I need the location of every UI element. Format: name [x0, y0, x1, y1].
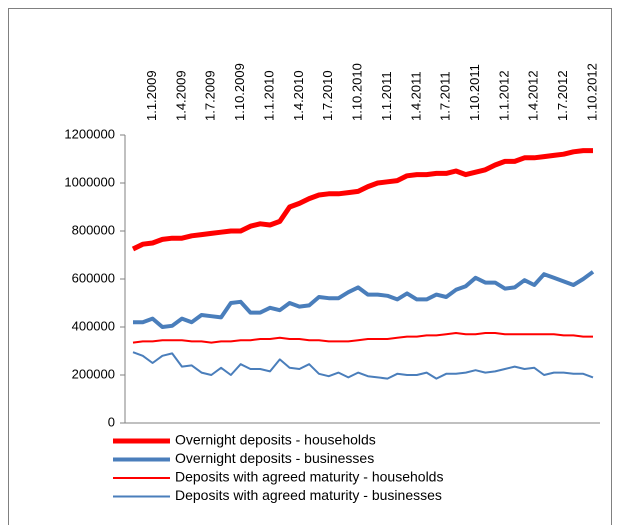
y-tick-label: 0 — [108, 414, 115, 429]
x-tick-label: 1.1.2010 — [261, 70, 276, 121]
y-tick-label: 800000 — [72, 222, 115, 237]
y-tick-label: 400000 — [72, 318, 115, 333]
x-tick-label: 1.7.2011 — [438, 71, 453, 121]
x-tick-label: 1.4.2009 — [173, 70, 188, 121]
x-tick-label: 1.10.2011 — [467, 64, 482, 121]
y-tick-label: 600000 — [72, 270, 115, 285]
series-line — [131, 148, 593, 252]
x-tick-label: 1.10.2009 — [232, 63, 247, 121]
x-tick-label: 1.10.2010 — [350, 63, 365, 121]
legend-label: Deposits with agreed maturity - business… — [175, 487, 442, 503]
series-line — [132, 332, 593, 344]
x-tick-label: 1.1.2011 — [379, 71, 394, 121]
x-tick-label: 1.4.2011 — [408, 71, 423, 121]
x-tick-label: 1.10.2012 — [584, 63, 599, 121]
legend-label: Overnight deposits - households — [175, 432, 376, 448]
series-line — [133, 270, 595, 329]
series-line — [132, 351, 594, 380]
legend-label: Deposits with agreed maturity - househol… — [175, 469, 443, 485]
x-tick-label: 1.7.2012 — [555, 70, 570, 121]
x-tick-label: 1.1.2009 — [144, 70, 159, 121]
chart-frame — [8, 8, 612, 525]
y-tick-label: 1000000 — [64, 174, 115, 189]
x-tick-label: 1.7.2010 — [320, 70, 335, 121]
x-tick-label: 1.1.2012 — [496, 70, 511, 121]
y-tick-label: 1200000 — [64, 126, 115, 141]
legend-label: Overnight deposits - businesses — [175, 450, 374, 466]
x-tick-label: 1.4.2012 — [526, 70, 541, 121]
x-tick-label: 1.4.2010 — [291, 70, 306, 121]
x-tick-label: 1.7.2009 — [203, 70, 218, 121]
y-tick-label: 200000 — [72, 366, 115, 381]
